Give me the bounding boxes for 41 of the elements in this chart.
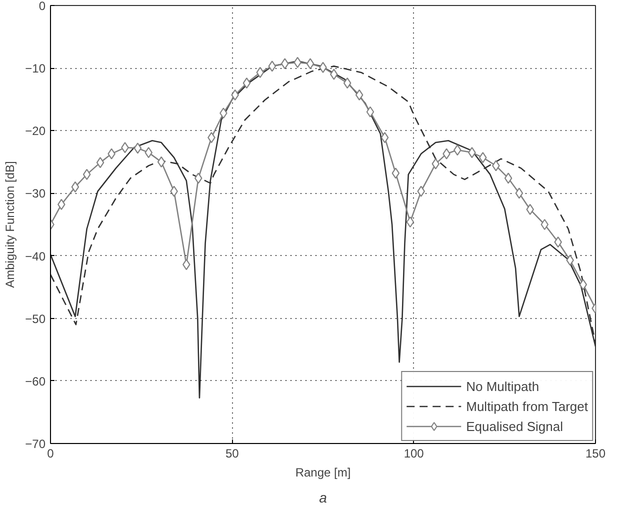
point xyxy=(366,106,374,118)
legend-label: No Multipath xyxy=(466,378,540,394)
point xyxy=(355,89,364,101)
y-tick-label: −20 xyxy=(25,124,46,138)
y-axis-title: Ambiguity Function [dB] xyxy=(3,161,18,288)
x-tick-label: 150 xyxy=(585,446,606,460)
point xyxy=(504,172,512,184)
point xyxy=(256,66,264,78)
text: a xyxy=(319,490,328,506)
y-tick-label: −30 xyxy=(25,186,46,201)
y-tick-label: −50 xyxy=(25,312,46,326)
point xyxy=(515,188,524,199)
point xyxy=(280,58,289,70)
point xyxy=(242,78,251,89)
y-tick-label: −40 xyxy=(25,249,46,264)
x-tick-label: 0 xyxy=(47,446,54,460)
legend-label: Multipath from Target xyxy=(466,398,588,414)
point xyxy=(268,60,276,72)
x-tick-label: 50 xyxy=(225,446,240,460)
y-tick-label: −10 xyxy=(25,62,46,76)
point xyxy=(306,58,314,70)
point xyxy=(194,172,202,184)
point xyxy=(157,156,166,168)
point xyxy=(540,218,549,230)
legend-label: Equalised Signal xyxy=(466,418,563,434)
y-tick-label: −70 xyxy=(25,437,46,451)
point xyxy=(96,157,104,168)
point xyxy=(432,158,440,170)
y-tick-label: 0 xyxy=(38,0,46,13)
point xyxy=(406,216,414,228)
point xyxy=(392,168,400,179)
x-tick-label: 100 xyxy=(404,446,424,460)
point xyxy=(478,152,487,164)
point xyxy=(380,132,389,144)
y-tick-label: −60 xyxy=(25,374,46,388)
point xyxy=(579,279,588,290)
x-axis-title: Range [m] xyxy=(295,466,351,480)
point xyxy=(134,142,142,154)
point xyxy=(71,181,80,193)
point xyxy=(343,78,352,89)
point xyxy=(82,168,91,180)
